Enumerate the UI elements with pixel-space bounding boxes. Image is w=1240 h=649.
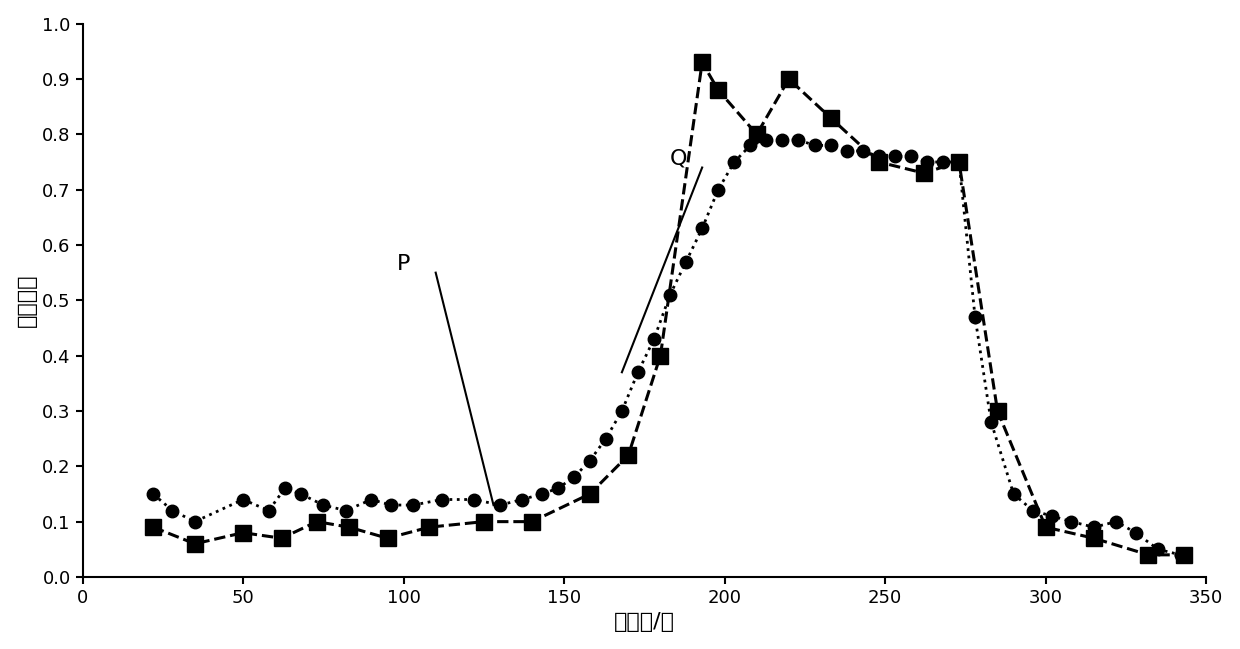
X-axis label: 年积日/天: 年积日/天 bbox=[614, 613, 675, 632]
Text: P: P bbox=[397, 254, 410, 274]
Text: Q: Q bbox=[670, 149, 687, 169]
Y-axis label: 植被指数: 植被指数 bbox=[16, 274, 37, 327]
